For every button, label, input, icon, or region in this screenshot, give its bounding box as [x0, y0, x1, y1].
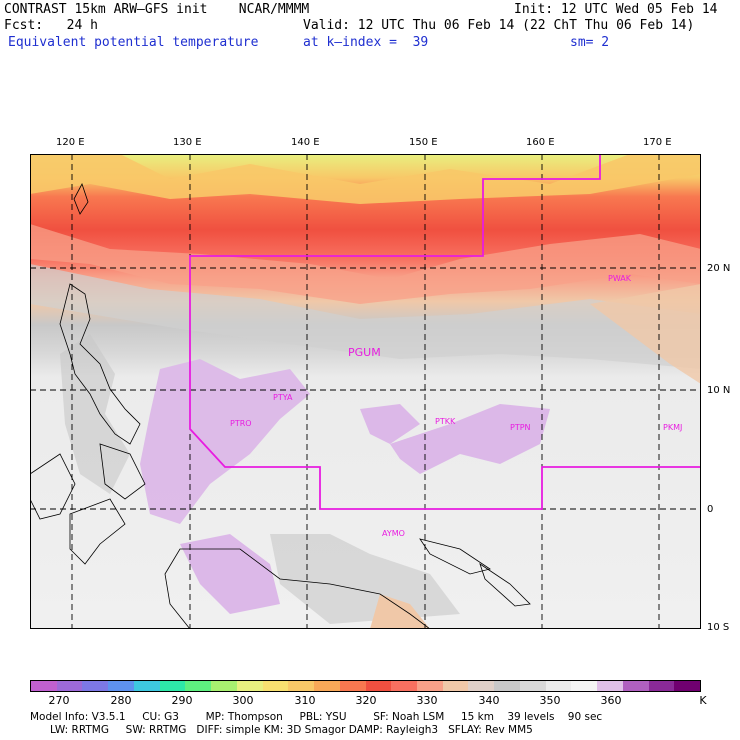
colorbar-swatch-2 [82, 681, 109, 691]
colorbar-swatch-23 [622, 681, 649, 691]
lat-label-equator: 0 [707, 504, 714, 515]
colorbar-swatch-1 [56, 681, 83, 691]
map-title: CONTRAST 15km ARW–GFS init NCAR/MMMM [4, 2, 310, 17]
convection-west [140, 359, 310, 524]
station-ptpn: PTPN [510, 423, 531, 432]
colorbar-unit: K [699, 694, 707, 707]
new-britain-coast [419, 538, 491, 575]
colorbar-swatch-18 [494, 681, 520, 691]
station-ptya: PTYA [273, 393, 293, 402]
coastlines [30, 182, 531, 629]
lat-label-10s: 10 S [707, 622, 730, 633]
station-ptro: PTRO [230, 419, 252, 428]
convection-central [360, 404, 420, 444]
map-canvas: PGUM PWAK PTYA PTRO PTKK PTPN PKMJ AYMO [30, 154, 701, 629]
smoothing-label: sm= 2 [570, 35, 610, 50]
theta-e-map: PGUM PWAK PTYA PTRO PTKK PTPN PKMJ AYMO [30, 154, 701, 629]
colorbar-swatch-12 [339, 681, 366, 691]
colorbar [30, 680, 701, 692]
colorbar-swatch-9 [262, 681, 289, 691]
solomon-coast [479, 563, 531, 607]
colorbar-swatch-4 [133, 681, 160, 691]
colorbar-label-310: 310 [294, 694, 316, 707]
colorbar-label-290: 290 [171, 694, 193, 707]
lat-label-20n: 20 N [707, 263, 731, 274]
lon-label-130e: 130 E [173, 137, 202, 148]
colorbar-swatch-25 [674, 681, 701, 691]
colorbar-swatch-6 [185, 681, 212, 691]
colorbar-swatch-15 [417, 681, 443, 691]
station-labels: PGUM PWAK PTYA PTRO PTKK PTPN PKMJ AYMO [230, 274, 682, 538]
new-guinea-shading [270, 534, 460, 624]
warm-band-lower [30, 224, 701, 304]
colorbar-label-280: 280 [110, 694, 132, 707]
station-pkmj: PKMJ [663, 423, 682, 432]
lon-label-140e: 140 E [291, 137, 320, 148]
convection-south [180, 534, 280, 614]
station-ptkk: PTKK [435, 417, 456, 426]
map-frame [30, 154, 701, 629]
colorbar-swatch-0 [31, 681, 57, 691]
level-label: at k–index = 39 [303, 35, 429, 50]
colorbar-swatch-19 [519, 681, 546, 691]
colorbar-swatch-8 [236, 681, 263, 691]
station-aymo: AYMO [382, 529, 405, 538]
colorbar-swatch-5 [159, 681, 186, 691]
colorbar-label-340: 340 [478, 694, 500, 707]
taiwan-coast [73, 182, 89, 215]
colorbar-swatch-17 [468, 681, 495, 691]
colorbar-swatch-13 [365, 681, 392, 691]
colorbar-swatch-3 [108, 681, 134, 691]
colorbar-label-270: 270 [48, 694, 70, 707]
colorbar-swatch-11 [314, 681, 340, 691]
lat-label-10n: 10 N [707, 385, 731, 396]
colorbar-label-320: 320 [355, 694, 377, 707]
model-info-line1: Model Info: V3.5.1 CU: G3 MP: Thompson P… [30, 711, 603, 723]
luzon-coast [59, 283, 141, 445]
model-info-line2: LW: RRTMG SW: RRTMG DIFF: simple KM: 3D … [30, 724, 533, 736]
station-pwak: PWAK [608, 274, 632, 283]
philippines-shading [60, 334, 130, 494]
lon-label-120e: 120 E [56, 137, 85, 148]
lon-label-150e: 150 E [409, 137, 438, 148]
forecast-hour: Fcst: 24 h [4, 18, 98, 33]
valid-time: Valid: 12 UTC Thu 06 Feb 14 (22 ChT Thu … [303, 18, 695, 33]
warm-east-lobe [590, 284, 701, 384]
colorbar-label-360: 360 [600, 694, 622, 707]
field-name: Equivalent potential temperature [8, 35, 259, 50]
colorbar-swatch-14 [391, 681, 418, 691]
sulawesi-coast [69, 498, 126, 565]
colorbar-swatch-20 [545, 681, 572, 691]
colorbar-swatch-16 [442, 681, 469, 691]
warm-band-upper [30, 154, 701, 204]
new-guinea-coast [164, 548, 431, 629]
lon-label-160e: 160 E [526, 137, 555, 148]
theta-e-background [30, 154, 701, 629]
borneo-coast [30, 453, 76, 520]
colorbar-swatch-7 [211, 681, 237, 691]
colorbar-label-330: 330 [416, 694, 438, 707]
convection-east [390, 404, 550, 474]
colorbar-label-350: 350 [539, 694, 561, 707]
station-pgum: PGUM [348, 346, 381, 359]
lon-label-170e: 170 E [643, 137, 672, 148]
new-guinea-highlands [370, 594, 430, 629]
colorbar-swatch-24 [648, 681, 675, 691]
colorbar-swatch-21 [571, 681, 598, 691]
gray-band [30, 264, 701, 369]
mindanao-coast [99, 443, 146, 500]
inner-domain-boundary [189, 154, 701, 510]
colorbar-swatch-10 [288, 681, 315, 691]
colorbar-label-300: 300 [232, 694, 254, 707]
init-time: Init: 12 UTC Wed 05 Feb 14 [514, 2, 718, 17]
colorbar-swatch-22 [597, 681, 623, 691]
